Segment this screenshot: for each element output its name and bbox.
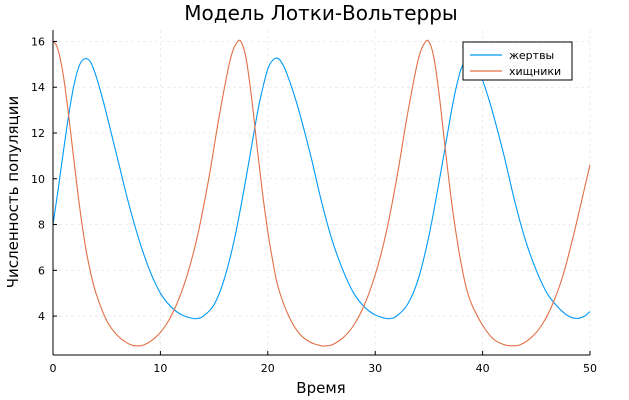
y-tick-label: 16 [31, 35, 45, 48]
y-tick-label: 10 [31, 173, 45, 186]
y-ticks: 4 6 8 10 12 14 16 [31, 35, 57, 323]
x-axis-label: Время [296, 379, 345, 397]
series-line-predators [52, 39, 591, 347]
legend-label: хищники [509, 65, 561, 78]
x-tick-label: 10 [153, 362, 167, 375]
legend-box [462, 41, 573, 81]
y-tick-label: 14 [31, 81, 45, 94]
legend: жертвы хищники [462, 41, 573, 81]
x-tick-label: 30 [368, 362, 382, 375]
x-tick-label: 0 [50, 362, 57, 375]
y-tick-label: 8 [38, 219, 45, 232]
plot-area [52, 39, 591, 347]
x-tick-label: 50 [583, 362, 597, 375]
y-axis-label: Численность популяции [4, 96, 22, 288]
x-ticks: 0 10 20 30 40 50 [50, 351, 597, 375]
y-tick-label: 6 [38, 264, 45, 277]
x-tick-label: 20 [261, 362, 275, 375]
x-tick-label: 40 [476, 362, 490, 375]
y-tick-label: 12 [31, 127, 45, 140]
series-line-prey [52, 57, 591, 320]
y-tick-label: 4 [38, 310, 45, 323]
legend-label: жертвы [509, 49, 554, 62]
chart-title: Модель Лотки-Вольтерры [184, 1, 457, 25]
